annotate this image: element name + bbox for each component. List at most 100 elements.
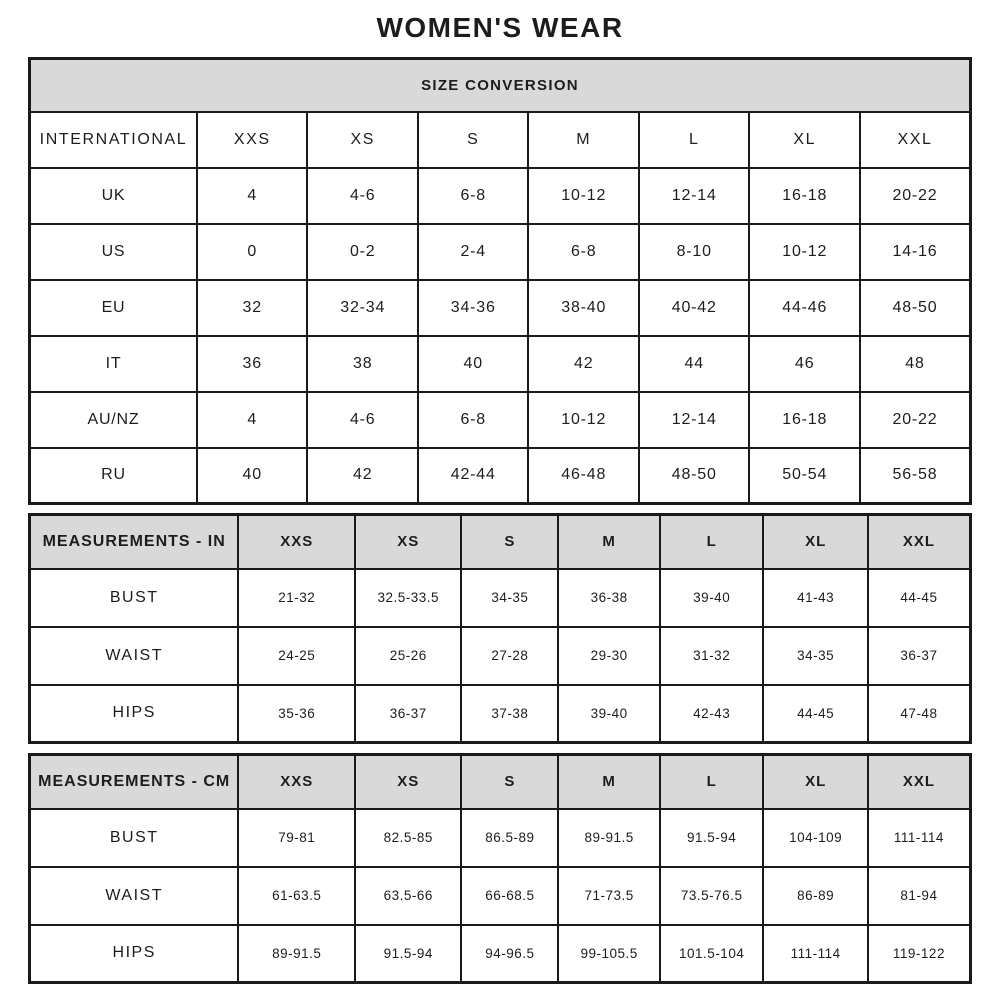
column-header-size: XXS bbox=[195, 110, 309, 169]
row-label: RU bbox=[28, 446, 198, 505]
value-cell: 4 bbox=[195, 166, 309, 225]
value-cell: 16-18 bbox=[748, 390, 861, 449]
row-label: IT bbox=[28, 334, 198, 393]
value-cell: 27-28 bbox=[460, 625, 560, 686]
value-cell: 48 bbox=[858, 334, 972, 393]
value-cell: 101.5-104 bbox=[658, 923, 765, 984]
value-cell: 21-32 bbox=[237, 567, 357, 628]
value-cell: 36-37 bbox=[354, 683, 463, 744]
table-row-waist-in: WAIST 24-25 25-26 27-28 29-30 31-32 34-3… bbox=[28, 625, 972, 686]
value-cell: 34-35 bbox=[762, 625, 869, 686]
table-row-waist-cm: WAIST 61-63.5 63.5-66 66-68.5 71-73.5 73… bbox=[28, 865, 972, 926]
value-cell: 66-68.5 bbox=[460, 865, 560, 926]
value-cell: 37-38 bbox=[460, 683, 560, 744]
value-cell: 35-36 bbox=[237, 683, 357, 744]
size-header: XS bbox=[354, 753, 463, 810]
row-label: HIPS bbox=[28, 683, 240, 744]
column-header-size: S bbox=[416, 110, 530, 169]
value-cell: 73.5-76.5 bbox=[658, 865, 765, 926]
value-cell: 39-40 bbox=[658, 567, 765, 628]
size-header: L bbox=[658, 753, 765, 810]
table-row-ru: RU 40 42 42-44 46-48 48-50 50-54 56-58 bbox=[28, 446, 972, 505]
table-row-aunz: AU/NZ 4 4-6 6-8 10-12 12-14 16-18 20-22 bbox=[28, 390, 972, 449]
value-cell: 44 bbox=[637, 334, 751, 393]
value-cell: 71-73.5 bbox=[557, 865, 661, 926]
table-row-eu: EU 32 32-34 34-36 38-40 40-42 44-46 48-5… bbox=[28, 278, 972, 337]
value-cell: 14-16 bbox=[858, 222, 972, 281]
value-cell: 46-48 bbox=[527, 446, 640, 505]
size-header: S bbox=[460, 753, 560, 810]
value-cell: 12-14 bbox=[637, 166, 751, 225]
size-conversion-header-row: SIZE CONVERSION bbox=[28, 57, 972, 113]
value-cell: 48-50 bbox=[858, 278, 972, 337]
value-cell: 10-12 bbox=[527, 390, 640, 449]
value-cell: 39-40 bbox=[557, 683, 661, 744]
column-header-international: INTERNATIONAL bbox=[28, 110, 198, 169]
value-cell: 44-46 bbox=[748, 278, 861, 337]
table-row-hips-in: HIPS 35-36 36-37 37-38 39-40 42-43 44-45… bbox=[28, 683, 972, 744]
value-cell: 12-14 bbox=[637, 390, 751, 449]
value-cell: 94-96.5 bbox=[460, 923, 560, 984]
value-cell: 42 bbox=[527, 334, 640, 393]
row-label: BUST bbox=[28, 807, 240, 868]
value-cell: 6-8 bbox=[527, 222, 640, 281]
value-cell: 44-45 bbox=[866, 567, 972, 628]
value-cell: 42-43 bbox=[658, 683, 765, 744]
column-header-size: XL bbox=[748, 110, 861, 169]
table-row-hips-cm: HIPS 89-91.5 91.5-94 94-96.5 99-105.5 10… bbox=[28, 923, 972, 984]
value-cell: 20-22 bbox=[858, 390, 972, 449]
value-cell: 44-45 bbox=[762, 683, 869, 744]
value-cell: 24-25 bbox=[237, 625, 357, 686]
value-cell: 40 bbox=[195, 446, 309, 505]
measurements-in-title: MEASUREMENTS - IN bbox=[28, 513, 240, 570]
size-header: XXS bbox=[237, 753, 357, 810]
value-cell: 63.5-66 bbox=[354, 865, 463, 926]
row-label: UK bbox=[28, 166, 198, 225]
value-cell: 40-42 bbox=[637, 278, 751, 337]
table-row-uk: UK 4 4-6 6-8 10-12 12-14 16-18 20-22 bbox=[28, 166, 972, 225]
value-cell: 40 bbox=[416, 334, 530, 393]
row-label: WAIST bbox=[28, 625, 240, 686]
value-cell: 89-91.5 bbox=[237, 923, 357, 984]
value-cell: 2-4 bbox=[416, 222, 530, 281]
value-cell: 111-114 bbox=[866, 807, 972, 868]
value-cell: 89-91.5 bbox=[557, 807, 661, 868]
value-cell: 61-63.5 bbox=[237, 865, 357, 926]
value-cell: 32-34 bbox=[306, 278, 419, 337]
value-cell: 50-54 bbox=[748, 446, 861, 505]
value-cell: 91.5-94 bbox=[354, 923, 463, 984]
column-header-size: M bbox=[527, 110, 640, 169]
table-row-us: US 0 0-2 2-4 6-8 8-10 10-12 14-16 bbox=[28, 222, 972, 281]
value-cell: 0-2 bbox=[306, 222, 419, 281]
size-header: XL bbox=[762, 753, 869, 810]
value-cell: 119-122 bbox=[866, 923, 972, 984]
row-label: US bbox=[28, 222, 198, 281]
value-cell: 36-37 bbox=[866, 625, 972, 686]
value-cell: 36 bbox=[195, 334, 309, 393]
value-cell: 91.5-94 bbox=[658, 807, 765, 868]
value-cell: 16-18 bbox=[748, 166, 861, 225]
measurements-in-table: MEASUREMENTS - IN XXS XS S M L XL XXL BU… bbox=[28, 513, 972, 744]
row-label: BUST bbox=[28, 567, 240, 628]
value-cell: 38 bbox=[306, 334, 419, 393]
size-header: XS bbox=[354, 513, 463, 570]
value-cell: 42-44 bbox=[416, 446, 530, 505]
column-header-size: XS bbox=[306, 110, 419, 169]
column-header-size: XXL bbox=[858, 110, 972, 169]
value-cell: 41-43 bbox=[762, 567, 869, 628]
value-cell: 6-8 bbox=[416, 166, 530, 225]
value-cell: 81-94 bbox=[866, 865, 972, 926]
size-header: XXS bbox=[237, 513, 357, 570]
value-cell: 4 bbox=[195, 390, 309, 449]
value-cell: 104-109 bbox=[762, 807, 869, 868]
size-header: M bbox=[557, 513, 661, 570]
value-cell: 111-114 bbox=[762, 923, 869, 984]
value-cell: 47-48 bbox=[866, 683, 972, 744]
size-header: L bbox=[658, 513, 765, 570]
table-row-it: IT 36 38 40 42 44 46 48 bbox=[28, 334, 972, 393]
value-cell: 0 bbox=[195, 222, 309, 281]
value-cell: 86.5-89 bbox=[460, 807, 560, 868]
size-conversion-table: SIZE CONVERSION INTERNATIONAL XXS XS S M… bbox=[28, 57, 972, 505]
value-cell: 4-6 bbox=[306, 166, 419, 225]
